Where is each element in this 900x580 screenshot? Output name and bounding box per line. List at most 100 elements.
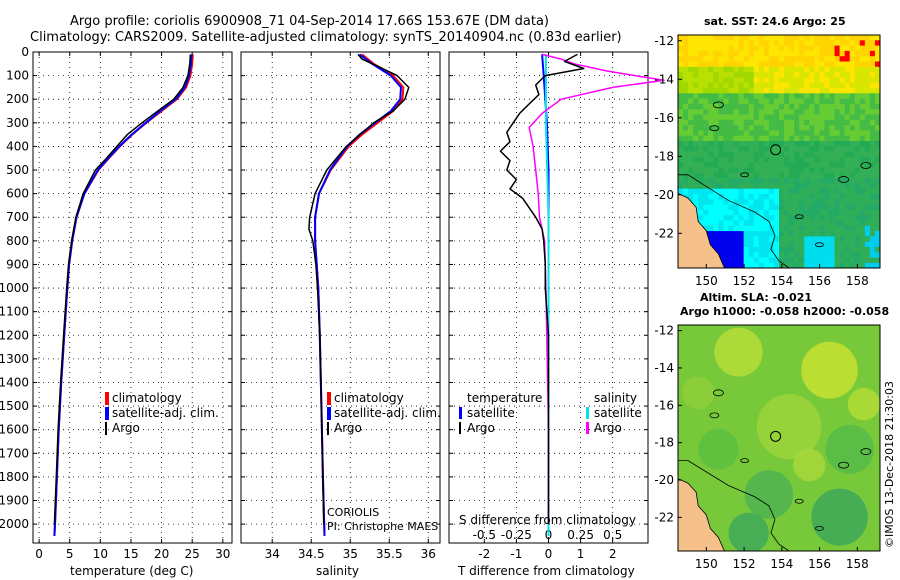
sst-cell [799, 262, 805, 268]
sst-cell [738, 135, 744, 142]
sst-cell [693, 141, 699, 147]
salinity-legend: climatology satellite-adj. clim. Argo CO… [327, 391, 441, 533]
sst-cell [829, 103, 835, 110]
sst-cell [799, 252, 805, 258]
sst-cell [713, 45, 719, 52]
sst-cell [688, 72, 694, 78]
sst-cell [713, 194, 719, 200]
sst-cell [849, 151, 856, 158]
sst-cell [844, 72, 850, 78]
sst-cell [693, 40, 699, 46]
sst-cell [678, 103, 684, 110]
sst-cell [829, 93, 835, 99]
sst-cell [869, 183, 876, 189]
sst-cell [698, 88, 704, 94]
sst-cell [723, 103, 729, 110]
sst-cell [723, 45, 729, 52]
sst-cell [834, 88, 840, 94]
sst-cell [733, 231, 739, 237]
sst-cell [789, 241, 795, 248]
sst-cell [773, 119, 780, 126]
sst-cell [814, 231, 820, 237]
sst-cell [743, 156, 749, 163]
sst-cell [854, 188, 861, 195]
sst-cell [829, 178, 835, 184]
sst-cell [748, 119, 755, 126]
sst-cell [854, 183, 861, 189]
sst-cell [758, 45, 765, 52]
sst-cell [738, 93, 744, 99]
sst-cell [859, 109, 866, 115]
sst-cell [753, 225, 760, 232]
sst-cell [753, 88, 760, 94]
sst-cell [748, 252, 755, 258]
depth-tick-label: 1200 [0, 328, 29, 342]
x-tick-label: 35 [343, 547, 358, 561]
sst-cell [859, 215, 866, 221]
sst-cell [864, 130, 871, 136]
sst-cell [753, 167, 760, 174]
sst-cell [809, 172, 815, 179]
sst-cell [819, 231, 825, 237]
sst-cell [839, 56, 845, 62]
sst-cell [829, 77, 835, 83]
sst-cell [809, 56, 815, 62]
sst-cell [703, 130, 709, 136]
sst-cell [814, 194, 820, 200]
sst-cell [864, 135, 871, 142]
sst-cell [743, 45, 749, 52]
sst-cell [809, 215, 815, 221]
x-tick-label: -2 [478, 547, 490, 561]
sst-cell [748, 215, 755, 221]
sst-cell [819, 103, 825, 110]
sst-cell [768, 56, 775, 62]
sst-cell [693, 119, 699, 126]
sst-cell [824, 178, 830, 184]
sst-cell [799, 45, 805, 52]
sst-cell [773, 257, 780, 264]
sst-cell [849, 135, 856, 142]
sst-cell [688, 40, 694, 46]
sst-cell [794, 204, 800, 211]
sst-cell [733, 66, 739, 73]
coriolis-annotation: CORIOLIS [327, 506, 379, 519]
sst-cell [703, 72, 709, 78]
sst-cell [794, 72, 800, 78]
sst-cell [864, 72, 871, 78]
sst-cell [869, 225, 876, 232]
sst-cell [784, 82, 790, 89]
sst-cell [683, 162, 689, 168]
sst-cell [758, 82, 765, 89]
sst-cell [733, 56, 739, 62]
sst-cell [849, 162, 856, 168]
sst-cell [713, 220, 719, 227]
sst-cell [809, 241, 815, 248]
sst-cell [698, 172, 704, 179]
sst-cell [844, 98, 850, 105]
sst-cell [874, 178, 880, 184]
sst-cell [874, 151, 880, 158]
sst-cell [688, 77, 694, 83]
sst-cell [743, 125, 749, 131]
sst-cell [854, 114, 861, 121]
sst-map [678, 35, 880, 268]
sst-cell [733, 183, 739, 189]
sst-cell [864, 241, 871, 248]
sst-cell [839, 40, 845, 46]
sst-cell [758, 77, 765, 83]
sst-cell [824, 151, 830, 158]
sst-cell [814, 162, 820, 168]
sst-cell [854, 109, 861, 115]
sst-cell [698, 56, 704, 62]
sst-cell [728, 45, 734, 52]
sst-cell [753, 241, 760, 248]
sst-cell [738, 199, 744, 205]
sst-cell [733, 262, 739, 268]
sst-cell [844, 35, 850, 41]
sst-cell [698, 135, 704, 142]
sst-cell [758, 162, 765, 168]
sst-cell [768, 172, 775, 179]
sst-cell [789, 77, 795, 83]
sst-cell [738, 188, 744, 195]
sst-cell [758, 236, 765, 242]
